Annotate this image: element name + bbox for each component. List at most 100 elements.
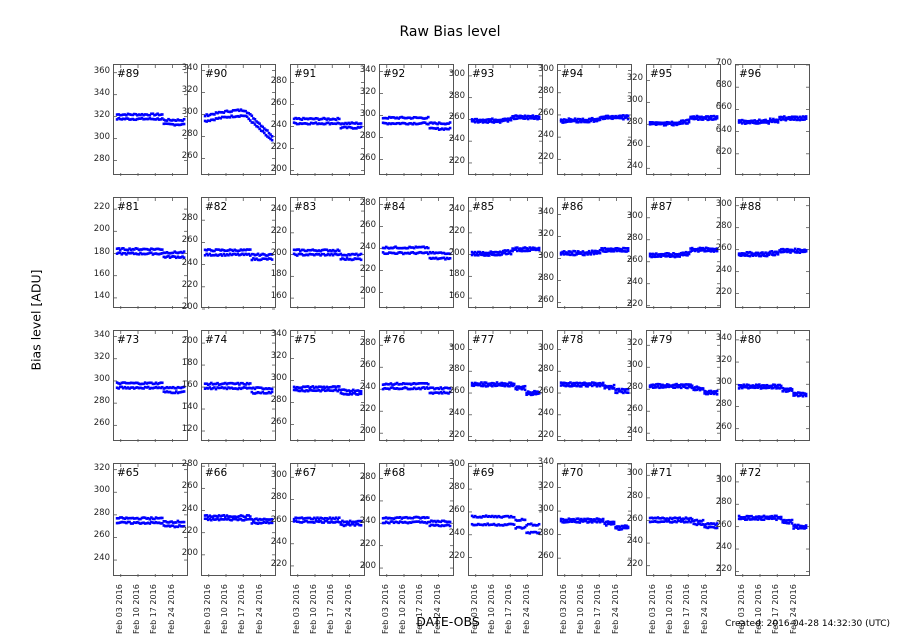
y-tick-label: 300 [93, 373, 110, 384]
subplot-panel: #86 [557, 197, 632, 309]
y-tick-label: 180 [181, 358, 198, 369]
y-tick-label: 240 [448, 204, 465, 215]
y-tick-label: 120 [181, 424, 198, 434]
x-tick-label: Feb 03 2016 [114, 584, 124, 634]
subplot-panel: #81 [113, 197, 188, 309]
y-tick-label: 320 [626, 338, 643, 349]
y-tick-label: 280 [359, 130, 376, 141]
subplot-panel: #94 [557, 64, 632, 176]
y-tick-label: 260 [626, 139, 643, 150]
subplot-label: #65 [117, 467, 140, 479]
subplot-panel: #79 [646, 330, 721, 442]
y-tick-label: 300 [715, 198, 732, 209]
scatter-plot [291, 464, 364, 577]
y-tick-label: 220 [270, 558, 287, 569]
subplot-panel: #77 [468, 330, 543, 442]
subplot-panel: #66 [201, 463, 276, 577]
y-tick-label: 260 [537, 107, 554, 118]
figure-title: Raw Bias level [399, 24, 501, 40]
x-tick-label: Feb 10 2016 [398, 584, 407, 634]
y-tick-label: 240 [715, 264, 732, 275]
subplot-label: #89 [117, 68, 140, 80]
scatter-plot [202, 65, 275, 176]
y-tick-label: 280 [626, 490, 643, 501]
y-tick-label: 280 [626, 117, 643, 128]
y-tick-label: 260 [181, 481, 198, 492]
y-tick-label: 280 [448, 482, 465, 493]
scatter-plot [380, 198, 453, 309]
y-tick-label: 260 [359, 219, 376, 230]
y-tick-label: 220 [270, 141, 287, 152]
y-tick-label: 260 [448, 386, 465, 397]
y-tick-label: 280 [181, 213, 198, 224]
y-tick-label: 220 [626, 558, 643, 569]
subplot-label: #81 [117, 201, 140, 213]
y-tick-label: 240 [448, 407, 465, 418]
x-tick-label: Feb 17 2016 [237, 584, 247, 634]
subplot-panel: #70 [557, 463, 632, 577]
y-tick-label: 260 [626, 254, 643, 265]
y-tick-label: 220 [359, 538, 376, 549]
subplot-panel: #83 [290, 197, 365, 309]
subplot-label: #79 [650, 334, 673, 346]
subplot-label: #72 [739, 467, 762, 479]
y-tick-label: 320 [93, 462, 110, 473]
y-tick-label: 220 [359, 404, 376, 415]
y-tick-label: 240 [359, 516, 376, 527]
y-tick-label: 300 [537, 342, 554, 353]
x-tick-label: Feb 24 2016 [521, 584, 531, 634]
y-tick-label: 260 [448, 504, 465, 515]
subplot-label: #84 [383, 201, 406, 213]
y-tick-label: 280 [359, 471, 376, 482]
y-tick-label: 300 [448, 459, 465, 470]
y-tick-label: 700 [715, 58, 732, 68]
y-tick-label: 240 [93, 553, 110, 564]
y-tick-label: 300 [93, 131, 110, 142]
y-tick-label: 300 [626, 210, 643, 221]
x-tick-label: Feb 17 2016 [149, 584, 159, 634]
y-tick-label: 660 [715, 102, 732, 113]
subplot-label: #95 [650, 68, 673, 80]
y-tick-label: 160 [270, 291, 287, 302]
x-tick-label: Feb 24 2016 [343, 584, 353, 634]
y-tick-label: 220 [181, 279, 198, 290]
y-tick-label: 240 [537, 407, 554, 418]
created-timestamp: Created: 2016-04-28 14:32:30 (UTC) [725, 619, 890, 629]
y-tick-label: 260 [626, 404, 643, 415]
subplot-panel: #95 [646, 64, 721, 176]
x-tick-label: Feb 24 2016 [166, 584, 176, 634]
x-tick-label: Feb 24 2016 [699, 584, 709, 634]
y-tick-label: 240 [448, 134, 465, 145]
y-tick-label: 220 [93, 202, 110, 213]
scatter-plot [291, 198, 364, 309]
y-tick-label: 340 [270, 329, 287, 340]
y-tick-label: 260 [270, 417, 287, 428]
y-tick-label: 300 [537, 504, 554, 515]
scatter-plot [202, 198, 275, 310]
scatter-plot [647, 198, 720, 309]
x-tick-label: Feb 10 2016 [132, 584, 141, 634]
y-tick-label: 260 [270, 97, 287, 108]
y-tick-label: 320 [537, 229, 554, 240]
y-tick-label: 240 [537, 130, 554, 141]
x-tick-label: Feb 10 2016 [576, 584, 585, 634]
scatter-plot [647, 65, 720, 176]
scatter-plot [114, 331, 187, 442]
subplot-label: #96 [739, 68, 762, 80]
y-tick-label: 220 [359, 263, 376, 274]
y-tick-label: 300 [715, 474, 732, 485]
subplot-panel: #93 [468, 64, 543, 176]
y-tick-label: 300 [537, 251, 554, 262]
y-tick-label: 280 [626, 382, 643, 393]
y-tick-label: 260 [448, 112, 465, 123]
subplot-panel: #91 [290, 64, 365, 176]
y-tick-label: 280 [181, 129, 198, 140]
scatter-plot [202, 331, 275, 442]
y-tick-label: 280 [359, 338, 376, 349]
x-tick-label: Feb 24 2016 [610, 584, 620, 634]
subplot-label: #77 [472, 334, 495, 346]
x-tick-label: Feb 17 2016 [504, 584, 514, 634]
y-tick-label: 300 [537, 63, 554, 74]
y-tick-label: 300 [448, 68, 465, 79]
x-tick-label: Feb 17 2016 [593, 584, 603, 634]
